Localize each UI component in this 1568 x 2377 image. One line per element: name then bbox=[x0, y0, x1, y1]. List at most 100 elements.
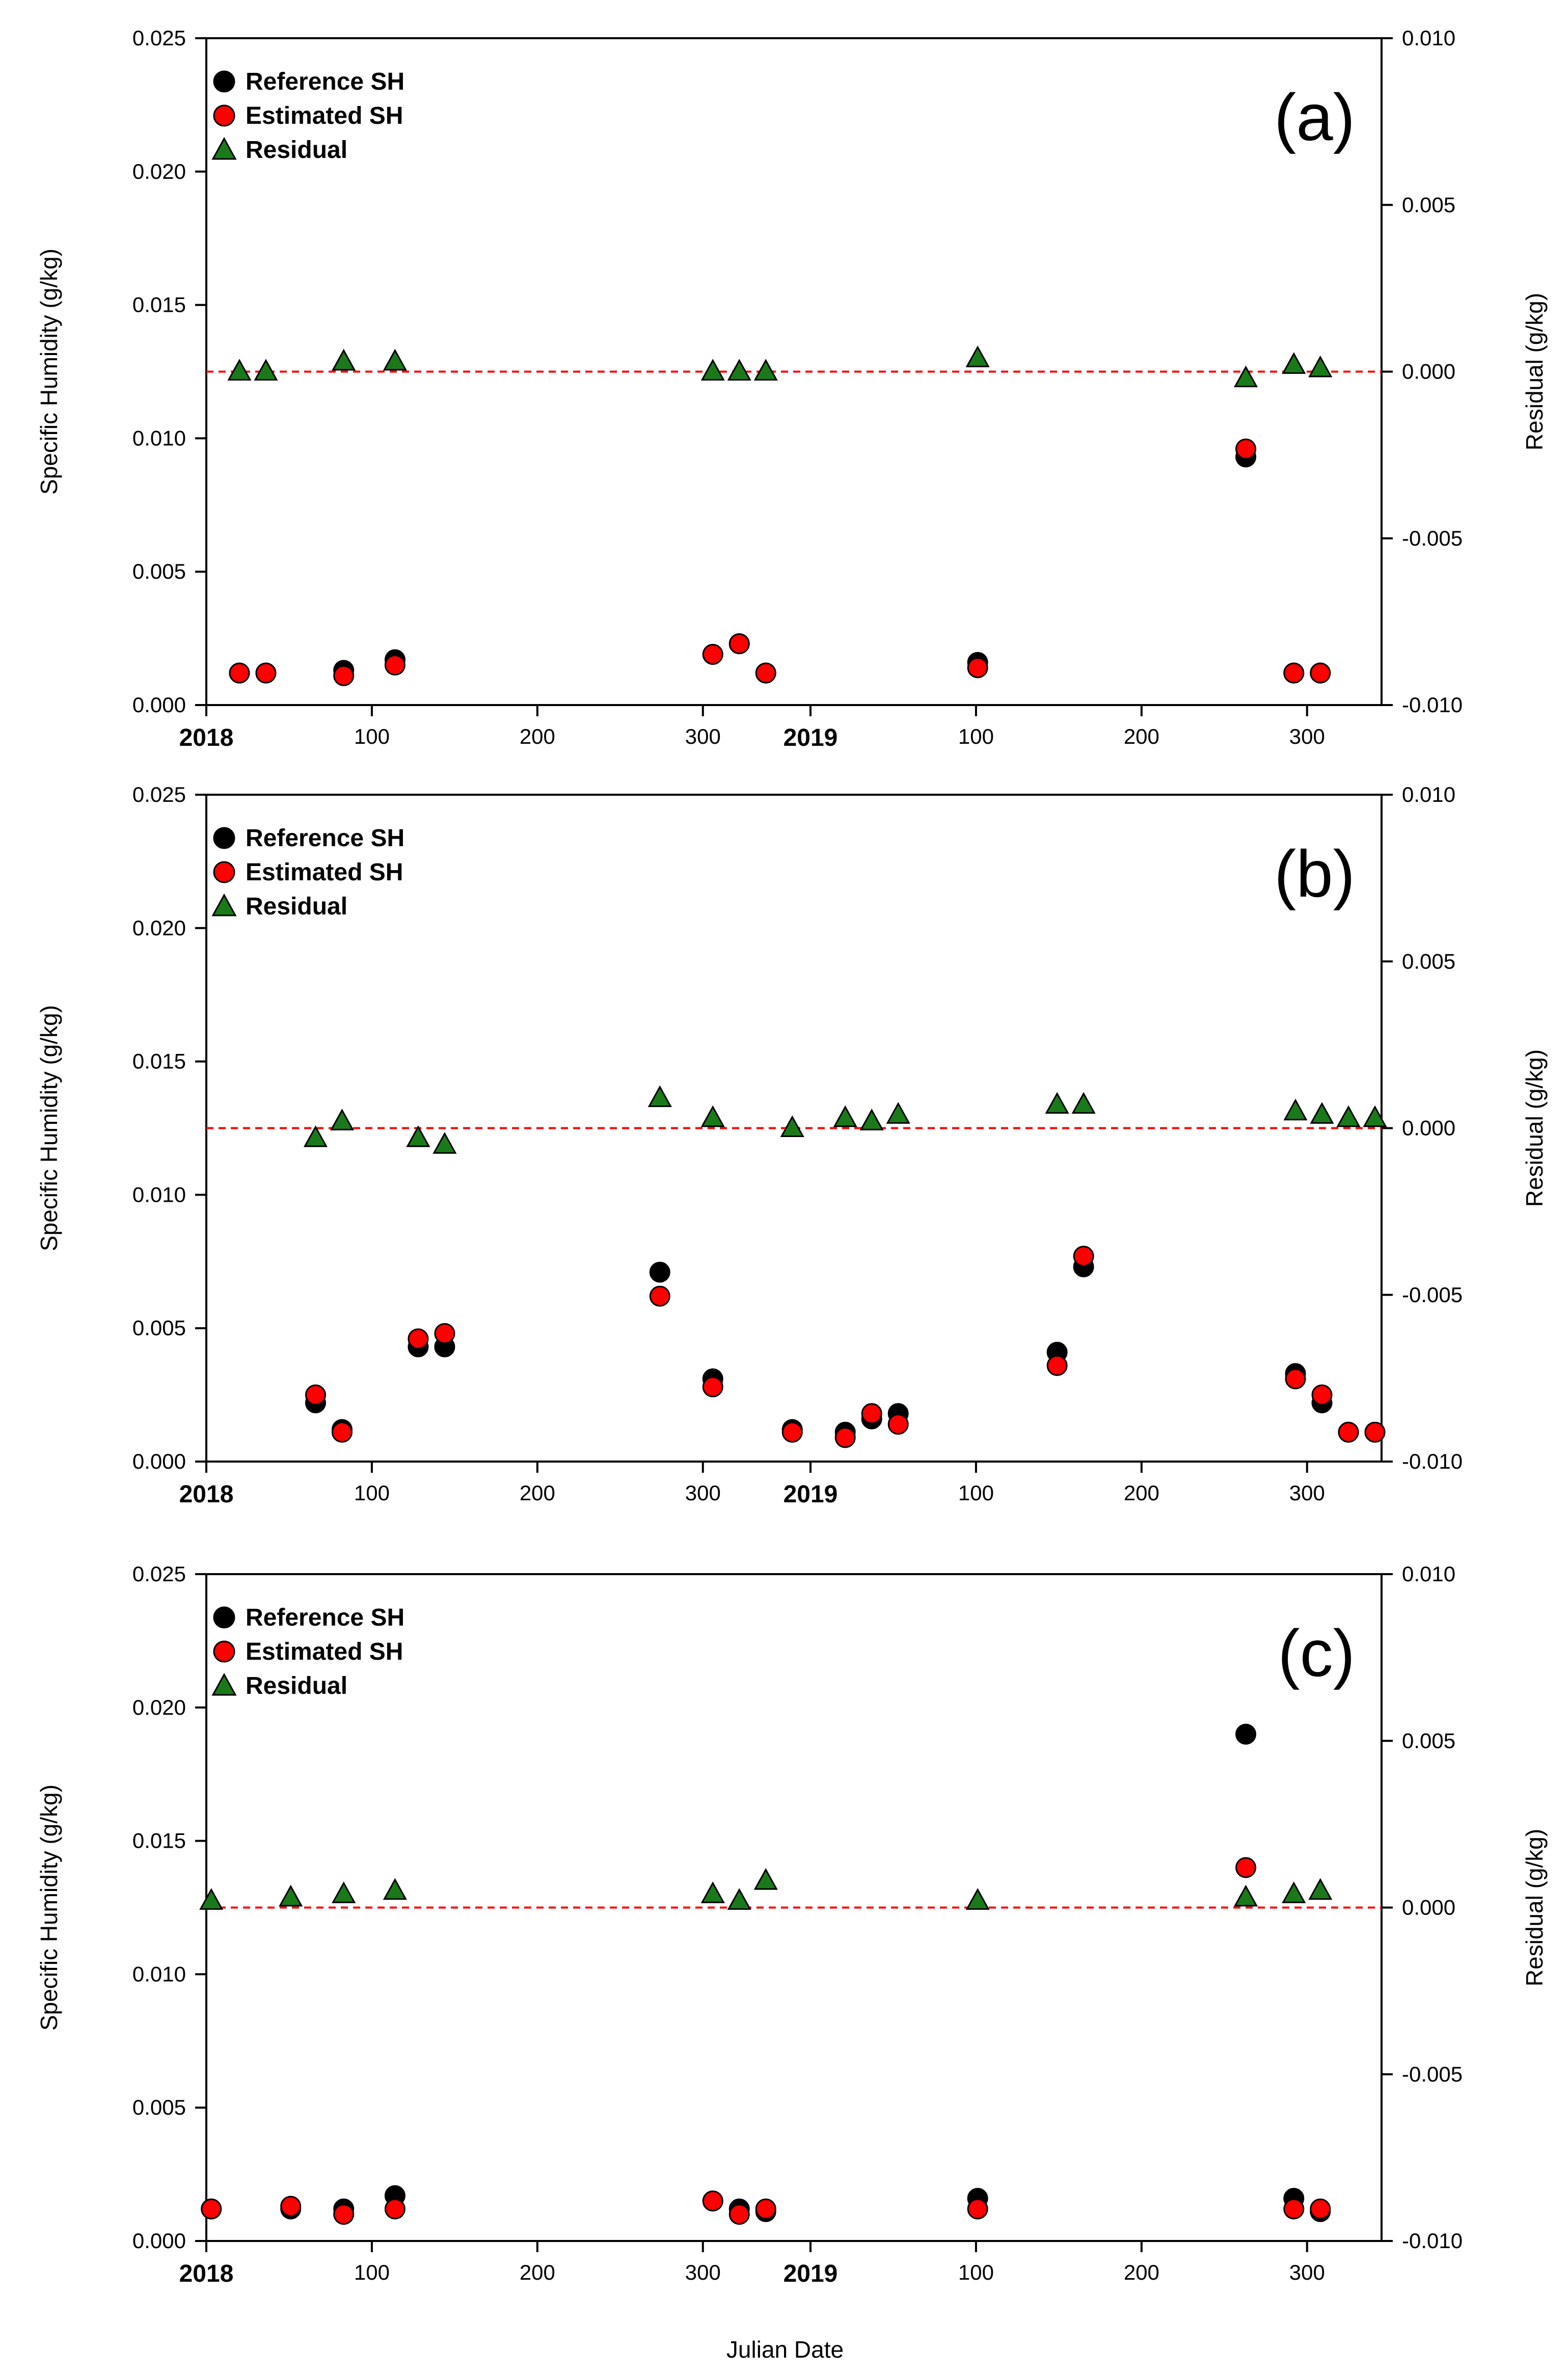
legend-marker-circle bbox=[213, 861, 235, 883]
legend-marker-triangle bbox=[211, 893, 237, 916]
x-tick-label: 300 bbox=[685, 724, 721, 748]
residual-point bbox=[753, 359, 778, 381]
residual-point bbox=[1283, 1098, 1308, 1121]
x-tick-label: 200 bbox=[1124, 1481, 1159, 1505]
x-tick-label: 300 bbox=[1289, 724, 1325, 748]
left-axis-title: Specific Humidity (g/kg) bbox=[36, 249, 62, 495]
x-tick-label: 300 bbox=[685, 1481, 721, 1505]
estimated-sh-point bbox=[1338, 1421, 1359, 1443]
y2-tick-label: 0.000 bbox=[1402, 1896, 1455, 1920]
x-tick-label: 200 bbox=[520, 2260, 555, 2284]
estimated-sh-point bbox=[331, 1421, 353, 1443]
estimated-sh-point bbox=[967, 2198, 988, 2220]
y-tick-label: 0.010 bbox=[132, 1962, 186, 1986]
legend-marker-circle bbox=[213, 104, 235, 127]
residual-point bbox=[383, 348, 407, 371]
estimated-sh-point bbox=[1364, 1421, 1386, 1443]
residual-point bbox=[700, 1881, 725, 1903]
estimated-sh-point bbox=[434, 1323, 455, 1344]
y2-tick-label: -0.005 bbox=[1402, 2062, 1463, 2086]
y2-tick-label: 0.005 bbox=[1402, 949, 1455, 973]
residual-point bbox=[859, 1109, 884, 1130]
estimated-sh-point bbox=[728, 2204, 750, 2225]
legend-marker-circle bbox=[213, 70, 235, 93]
estimated-sh-point bbox=[280, 2196, 302, 2217]
x-tick-label: 300 bbox=[1289, 1481, 1325, 1505]
x-tick-label: 100 bbox=[958, 1481, 994, 1505]
x-tick-label: 200 bbox=[520, 724, 555, 748]
y-tick-label: 0.025 bbox=[132, 26, 186, 50]
residual-point bbox=[330, 1109, 354, 1130]
legend-marker-triangle bbox=[211, 1672, 237, 1696]
y2-tick-label: 0.005 bbox=[1402, 1728, 1455, 1752]
residual-point bbox=[780, 1115, 804, 1137]
legend-label: Residual bbox=[246, 893, 347, 920]
right-axis-title: Residual (g/kg) bbox=[1521, 1829, 1548, 1986]
estimated-sh-point bbox=[1310, 662, 1331, 684]
residual-point bbox=[1234, 365, 1258, 388]
x-tick-label: 200 bbox=[1124, 2260, 1159, 2284]
legend-label: Estimated SH bbox=[246, 102, 403, 129]
estimated-sh-point bbox=[1310, 2198, 1331, 2220]
y-tick-label: 0.015 bbox=[132, 1049, 186, 1073]
residual-point bbox=[199, 1888, 224, 1910]
y2-tick-label: 0.005 bbox=[1402, 193, 1455, 217]
panel-label: (a) bbox=[1274, 80, 1355, 154]
chart-panel-2: 0.000 0.005 0.010 0.015 0.020 0.025 -0.010 -0.0… bbox=[36, 782, 1548, 1508]
residual-point bbox=[700, 1105, 725, 1127]
residual-point bbox=[700, 359, 725, 381]
estimated-sh-point bbox=[1311, 1384, 1333, 1406]
y-tick-label: 0.005 bbox=[132, 1316, 186, 1340]
legend-label: Estimated SH bbox=[246, 859, 403, 886]
legend-label: Residual bbox=[246, 1672, 347, 1699]
legend-marker-circle bbox=[213, 1640, 235, 1663]
y-tick-label: 0.000 bbox=[132, 1449, 186, 1473]
estimated-sh-point bbox=[1046, 1355, 1068, 1376]
x-tick-label: 100 bbox=[958, 724, 994, 748]
x-tick-label: 100 bbox=[354, 724, 390, 748]
estimated-sh-point bbox=[333, 2204, 355, 2225]
residual-point bbox=[965, 1888, 990, 1910]
estimated-sh-point bbox=[861, 1403, 882, 1424]
legend-marker-triangle bbox=[211, 137, 237, 160]
residual-point bbox=[833, 1105, 857, 1127]
left-axis-title: Specific Humidity (g/kg) bbox=[36, 1785, 62, 2031]
y2-tick-label: -0.010 bbox=[1402, 2229, 1463, 2253]
y-tick-label: 0.005 bbox=[132, 559, 186, 583]
x-tick-label: 300 bbox=[685, 2260, 721, 2284]
estimated-sh-point bbox=[1283, 662, 1305, 684]
residual-point bbox=[647, 1085, 672, 1108]
reference-sh-point bbox=[1235, 1723, 1257, 1745]
residual-point bbox=[1308, 1878, 1333, 1900]
residual-point bbox=[727, 1888, 751, 1910]
left-axis-title: Specific Humidity (g/kg) bbox=[36, 1005, 62, 1251]
estimated-sh-point bbox=[1073, 1246, 1094, 1267]
residual-point bbox=[1282, 1881, 1306, 1903]
x-axis-title: Julian Date bbox=[726, 2336, 844, 2363]
chart-panel-1: 0.000 0.005 0.010 0.015 0.020 0.025 -0.010 -0.0… bbox=[36, 26, 1548, 751]
estimated-sh-point bbox=[201, 2198, 222, 2220]
residual-point bbox=[753, 1868, 778, 1890]
x-year-label: 2019 bbox=[783, 2260, 838, 2287]
right-axis-title: Residual (g/kg) bbox=[1521, 1049, 1548, 1207]
estimated-sh-point bbox=[408, 1328, 429, 1349]
y2-tick-label: -0.005 bbox=[1402, 526, 1463, 550]
estimated-sh-point bbox=[305, 1384, 326, 1406]
estimated-sh-point bbox=[1235, 438, 1257, 460]
residual-point bbox=[332, 1881, 356, 1903]
legend-label: Reference SH bbox=[246, 825, 404, 852]
panel-label: (b) bbox=[1274, 836, 1355, 911]
y2-tick-label: 0.010 bbox=[1402, 26, 1455, 50]
estimated-sh-point bbox=[333, 665, 355, 686]
estimated-sh-point bbox=[728, 633, 750, 655]
x-year-label: 2018 bbox=[179, 724, 234, 751]
x-year-label: 2019 bbox=[783, 724, 838, 751]
residual-point bbox=[406, 1125, 430, 1147]
y-tick-label: 0.015 bbox=[132, 1829, 186, 1853]
residual-point bbox=[279, 1884, 303, 1907]
panel-label: (c) bbox=[1278, 1616, 1355, 1690]
y2-tick-label: -0.005 bbox=[1402, 1283, 1463, 1307]
legend-label: Residual bbox=[246, 137, 347, 164]
y2-tick-label: -0.010 bbox=[1402, 1449, 1463, 1473]
estimated-sh-point bbox=[255, 662, 277, 684]
